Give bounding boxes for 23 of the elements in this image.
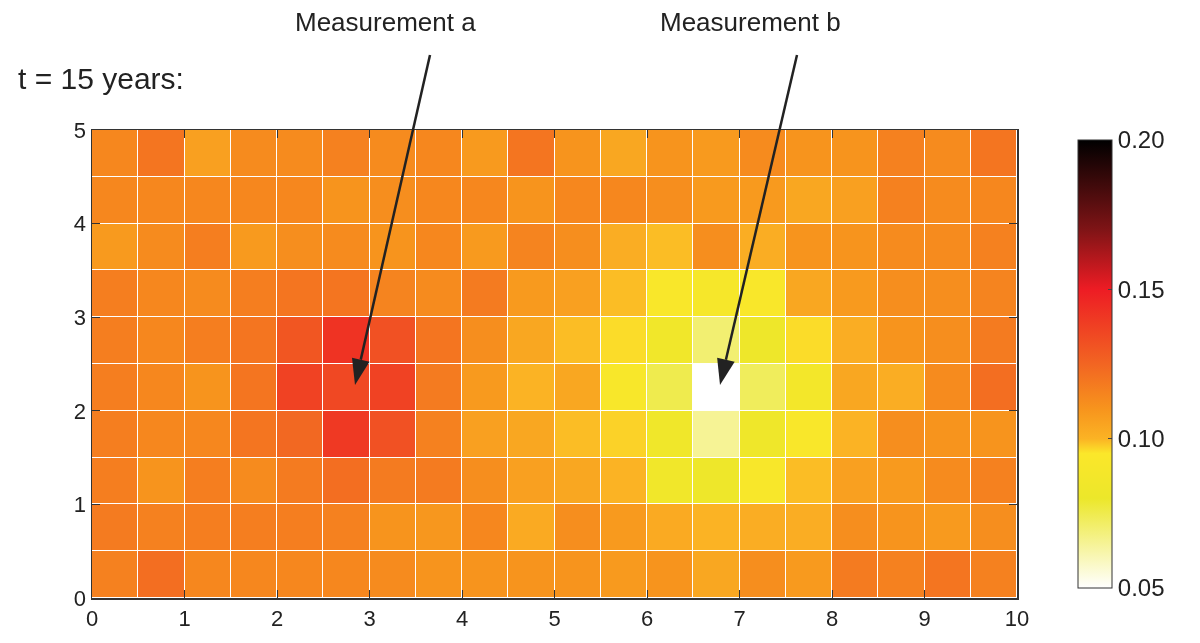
- x-tick-label: 7: [733, 605, 746, 631]
- y-tick-label: 5: [73, 117, 87, 143]
- chart-title: t = 15 years:: [18, 61, 184, 95]
- x-tick-label: 8: [825, 605, 839, 631]
- y-tick-label: 2: [73, 398, 87, 424]
- y-tick-label: 0: [73, 585, 87, 611]
- x-tick-label: 10: [1004, 605, 1030, 631]
- x-tick-label: 3: [363, 605, 376, 631]
- x-tick-label: 9: [918, 605, 931, 631]
- color-bar-label: 0.05: [1117, 574, 1165, 602]
- color-bar-label: 0.15: [1117, 275, 1165, 303]
- text: Measurement b: [660, 7, 841, 37]
- x-tick-label: 1: [178, 605, 191, 631]
- x-tick-label: 6: [640, 605, 654, 631]
- y-tick-label: 3: [73, 304, 87, 330]
- y-tick-label: 1: [73, 492, 87, 518]
- y-tick-label: 4: [73, 211, 87, 237]
- color-bar-label: 0.20: [1117, 126, 1165, 154]
- text: Measurement a: [295, 7, 477, 37]
- x-tick-label: 2: [270, 605, 284, 631]
- x-tick-label: 5: [548, 605, 561, 631]
- color-bar-label: 0.10: [1117, 425, 1165, 453]
- x-tick-label: 4: [455, 605, 469, 631]
